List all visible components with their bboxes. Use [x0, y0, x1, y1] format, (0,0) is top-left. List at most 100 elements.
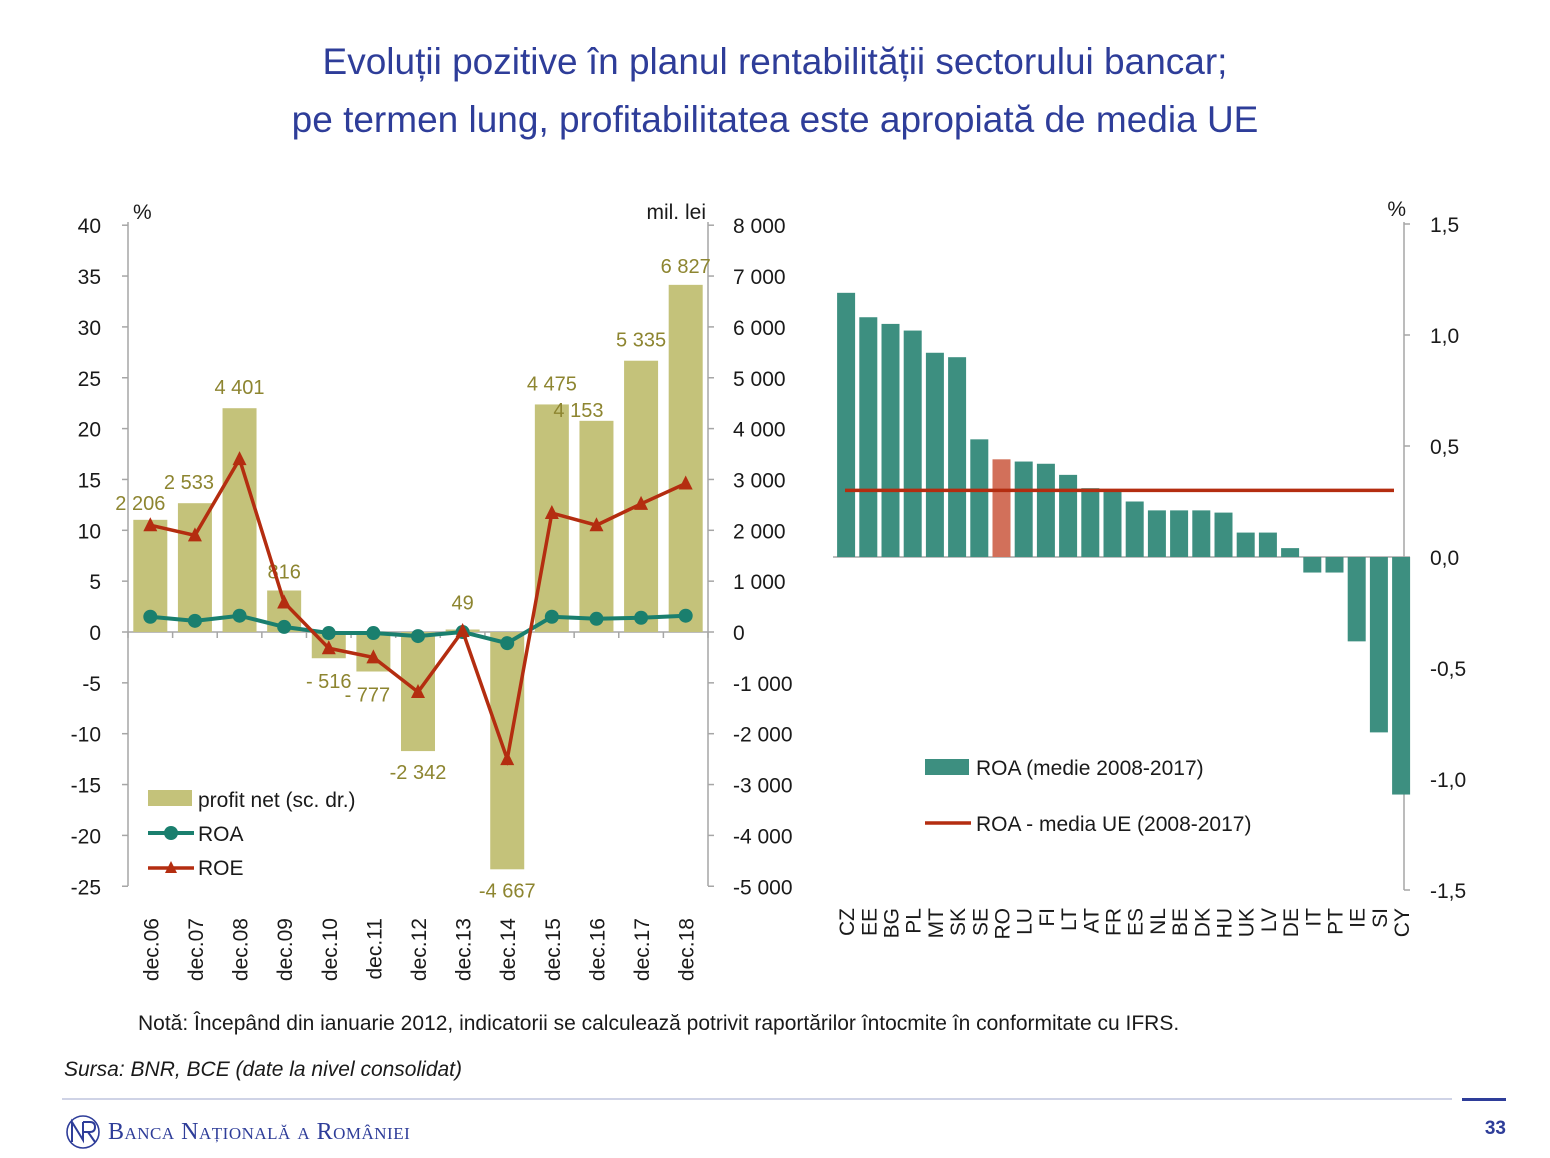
- profit-data-label: - 777: [345, 685, 391, 707]
- country-bar: [1170, 510, 1189, 557]
- country-bar: [1014, 461, 1033, 557]
- right-axis-tick-label: 3 000: [733, 469, 786, 492]
- bnr-monogram-icon: [66, 1115, 100, 1149]
- category-label: dec.14: [497, 918, 520, 981]
- legend-profit-label: profit net (sc. dr.): [198, 789, 356, 812]
- country-bar: [1192, 510, 1211, 557]
- right-axis-tick-label: -5 000: [733, 876, 793, 899]
- right-axis-tick-label: 5 000: [733, 368, 786, 391]
- roa-point: [277, 619, 292, 634]
- country-label: LT: [1058, 908, 1081, 931]
- category-label: dec.17: [631, 918, 654, 981]
- left-axis-tick-label: 10: [78, 520, 101, 543]
- axis-tick-label: -0,5: [1430, 658, 1466, 681]
- country-bar: [948, 357, 967, 557]
- country-label: FI: [1036, 908, 1059, 927]
- country-bar: [1236, 532, 1255, 557]
- category-label: dec.16: [586, 918, 609, 981]
- category-label: dec.12: [408, 918, 431, 981]
- category-label: dec.08: [230, 918, 253, 981]
- right-axis-tick-label: 4 000: [733, 419, 786, 442]
- country-label: LU: [1014, 908, 1037, 935]
- page-number: 33: [1484, 1118, 1506, 1139]
- profit-bar: [177, 503, 212, 632]
- roa-point: [187, 613, 202, 628]
- charts-canvas: 40 35 30 25 20 15 10 5 0 -5 -10 -15 -20 -25 8 000 7 000…: [71, 198, 1467, 981]
- left-axis-tick-label: -25: [71, 876, 101, 899]
- profit-data-label: 5 335: [616, 330, 666, 352]
- country-label: DK: [1191, 908, 1214, 937]
- country-bar: [859, 317, 878, 557]
- roe-point: [277, 594, 292, 609]
- roe-point: [634, 495, 649, 510]
- country-bar: [1125, 501, 1144, 557]
- country-bar: [837, 292, 856, 557]
- category-label: dec.15: [542, 918, 565, 981]
- axis-tick-label: 0,0: [1430, 547, 1459, 570]
- legend-roe-marker: [165, 861, 177, 873]
- left-axis-tick-label: 35: [78, 266, 101, 289]
- profit-data-label: 2 533: [164, 472, 214, 494]
- country-label: MT: [925, 908, 948, 938]
- roa-point: [143, 609, 158, 624]
- left-axis-tick-label: -10: [71, 724, 101, 747]
- category-label: dec.10: [319, 918, 342, 981]
- country-bar: [992, 459, 1011, 557]
- axis-tick-label: 1,5: [1430, 214, 1459, 237]
- left-axis-tick-label: 40: [78, 215, 101, 238]
- category-label: dec.06: [140, 918, 163, 981]
- right-axis-tick-label: 0: [733, 622, 745, 645]
- roa-point: [544, 609, 559, 624]
- roe-point: [589, 517, 604, 532]
- axis-tick-label: 1,0: [1430, 325, 1459, 348]
- roe-point: [500, 751, 515, 766]
- bnr-logo: Banca Națională a României: [64, 1112, 410, 1152]
- country-label: SE: [969, 908, 992, 936]
- country-label: DE: [1280, 908, 1303, 937]
- roe-point: [187, 527, 202, 542]
- source-note: Sursa: BNR, BCE (date la nivel consolida…: [64, 1058, 463, 1081]
- country-label: LV: [1258, 908, 1281, 932]
- country-label: UK: [1236, 908, 1259, 937]
- roa-point: [411, 629, 425, 644]
- profit-data-label: 4 153: [553, 400, 603, 422]
- roe-point: [321, 640, 336, 655]
- slide-title-line-2: pe termen lung, profitabilitatea este ap…: [291, 99, 1259, 140]
- axis-tick-label: -1,5: [1430, 880, 1466, 903]
- country-label: RO: [992, 908, 1015, 940]
- left-axis-tick-label: 0: [89, 622, 101, 645]
- roe-point: [232, 451, 247, 466]
- country-bar: [1081, 488, 1100, 557]
- country-bar: [1281, 548, 1300, 557]
- right-axis-tick-label: -3 000: [733, 775, 793, 798]
- slide-title-line-1: Evoluții pozitive în planul rentabilităț…: [322, 41, 1228, 82]
- country-label: EE: [858, 908, 881, 936]
- roa-point: [634, 610, 649, 625]
- profit-data-label: -4 667: [479, 880, 536, 902]
- country-label: IT: [1302, 908, 1325, 927]
- roe-point: [544, 505, 559, 520]
- legend-roe-label: ROE: [198, 857, 244, 880]
- left-axis-tick-label: 25: [78, 368, 101, 391]
- roa-point: [589, 611, 604, 626]
- roe-point: [678, 475, 693, 490]
- right-axis-tick-label: 2 000: [733, 520, 786, 543]
- country-bar: [903, 330, 922, 557]
- profit-data-label: 49: [451, 593, 473, 615]
- left-axis-tick-label: -5: [82, 673, 101, 696]
- footnote: Notă: Începând din ianuarie 2012, indica…: [138, 1012, 1180, 1035]
- category-label: dec.18: [676, 918, 699, 981]
- left-axis-tick-label: 30: [78, 317, 101, 340]
- legend-roa-marker: [164, 826, 178, 840]
- country-label: PT: [1325, 908, 1348, 935]
- left-axis-tick-label: -15: [71, 775, 101, 798]
- legend-eu-mean-label: ROA - media UE (2008-2017): [976, 813, 1251, 836]
- profitability-chart: 40 35 30 25 20 15 10 5 0 -5 -10 -15 -20 -25 8 000 7 000…: [71, 201, 793, 981]
- right-axis-tick-label: -4 000: [733, 825, 793, 848]
- footer-divider: [62, 1098, 1452, 1100]
- country-label: CZ: [836, 908, 859, 936]
- country-bar: [1214, 512, 1233, 557]
- roe-point: [143, 517, 158, 532]
- eu-roa-chart: 1,51,00,50,0-0,5-1,0-1,5%CZ EE BG PL MT SK SE R…: [833, 198, 1466, 940]
- roa-point: [321, 626, 336, 641]
